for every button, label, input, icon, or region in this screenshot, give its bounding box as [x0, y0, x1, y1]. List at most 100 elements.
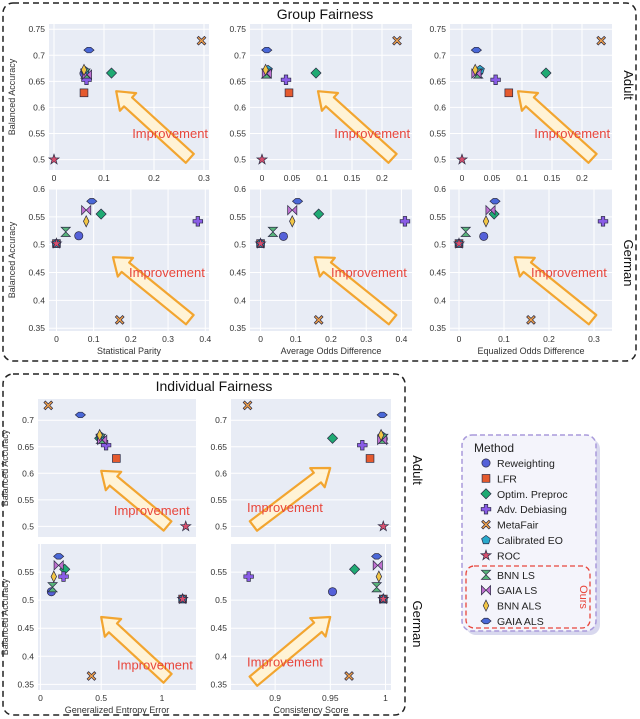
point-gaiaals: [83, 46, 95, 54]
point-op: [105, 67, 118, 79]
point-gaials: [287, 204, 298, 216]
point-gaials: [485, 204, 496, 216]
y-axis-label: Balanced Accuracy: [0, 578, 10, 655]
x-tick-label: 0.1: [316, 173, 328, 183]
x-tick-label: 0.2: [148, 173, 160, 183]
point-bnnals: [262, 63, 269, 77]
panel-4: 0.35 0.4 0.45 0.5 0.55 0.6 0 0.1 0.2 0.3 0.4 Statis…: [7, 184, 211, 356]
point-roc: [452, 237, 466, 249]
y-tick-label: 0.55: [28, 212, 45, 222]
x-tick-label: 0.1: [498, 334, 510, 344]
y-axis-label: Balanced Accuracy: [7, 58, 17, 135]
legend-items: Reweighting LFR Optim. Preproc Adv. Debiasi…: [479, 458, 568, 628]
panels-layer: 0.5 0.55 0.6 0.65 0.7 0.75 0 0.1 0.2 0.3 Balanced …: [0, 24, 612, 715]
legend-label: BNN ALS: [497, 601, 541, 613]
x-axis-label: Statistical Parity: [97, 346, 162, 356]
point-gaials: [81, 204, 92, 216]
improvement-arrow: [100, 469, 173, 532]
point-mf: [114, 314, 125, 325]
point-mf: [313, 314, 324, 325]
y-tick-label: 0.7: [215, 415, 227, 425]
y-tick-label: 0.7: [33, 50, 45, 60]
x-tick-label: 0.3: [588, 334, 600, 344]
x-tick-label: 0.9: [269, 693, 281, 703]
improvement-arrow: [316, 90, 398, 164]
improvement-label: Improvement: [334, 126, 410, 141]
x-tick-label: 0.1: [516, 173, 528, 183]
improvement-label: Improvement: [247, 655, 323, 670]
panel-7: 0.5 0.55 0.6 0.65 0.7 Balanced Accuracy Improv…: [0, 399, 196, 537]
y-axis-label: Balanced Accuracy: [0, 429, 10, 506]
improvement-arrow: [248, 466, 332, 532]
point-bnnals: [375, 570, 383, 583]
x-tick-label: 0: [457, 334, 462, 344]
point-gaiaals: [261, 46, 273, 54]
legend-marker-rw: [481, 458, 491, 468]
point-lfr: [365, 454, 375, 463]
legend-item-op: Optim. Preproc: [480, 488, 568, 501]
x-tick-label: 0.4: [396, 334, 408, 344]
point-bnnls: [460, 226, 472, 237]
panel-8: 0.5 0.55 0.6 0.65 0.7 Improvement: [210, 399, 391, 537]
legend-marker-ad: [480, 504, 492, 515]
y-tick-label: 0.5: [215, 521, 227, 531]
point-bnnals: [289, 214, 296, 228]
point-bnnls: [60, 226, 72, 237]
point-gaiaals: [376, 411, 388, 419]
x-tick-label: 0.1: [88, 334, 100, 344]
point-roc: [50, 237, 63, 249]
legend-item-mf: MetaFair: [481, 520, 539, 532]
improvement-arrow: [516, 90, 598, 164]
point-ad: [357, 439, 368, 451]
point-roc: [254, 237, 267, 249]
point-rw: [479, 231, 489, 241]
legend-marker-bnnals: [482, 599, 490, 612]
x-tick-label: 0: [52, 173, 57, 183]
x-tick-label: 0.15: [544, 173, 561, 183]
point-mf: [196, 35, 207, 46]
improvement-label: Improvement: [117, 658, 193, 673]
improvement-arrow: [111, 256, 195, 326]
y-tick-label: 0.6: [434, 184, 446, 194]
y-tick-label: 0.4: [434, 295, 446, 305]
x-tick-label: 0.05: [284, 173, 301, 183]
point-bnnals: [482, 214, 490, 228]
panel-background: [38, 399, 196, 537]
point-bnnls: [371, 582, 383, 593]
y-tick-label: 0.4: [215, 651, 227, 661]
y-tick-label: 0.6: [234, 102, 246, 112]
y-tick-label: 0.65: [229, 76, 246, 86]
y-tick-label: 0.35: [28, 323, 45, 333]
y-tick-label: 0.6: [22, 468, 34, 478]
point-gaiaals: [291, 198, 304, 205]
y-tick-label: 0.45: [17, 623, 34, 633]
point-gaiaals: [86, 198, 98, 205]
improvement-label: Improvement: [247, 500, 323, 515]
point-bnnals: [50, 570, 57, 583]
point-op: [326, 432, 339, 444]
x-axis-label: Average Odds Difference: [281, 346, 382, 356]
point-roc: [255, 153, 269, 165]
y-tick-label: 0.65: [28, 76, 45, 86]
point-bnnals: [96, 428, 103, 442]
x-tick-label: 0.05: [484, 173, 501, 183]
x-tick-label: 0.15: [344, 173, 361, 183]
panel-5: 0.35 0.4 0.45 0.5 0.55 0.6 0 0.1 0.2 0.3 0.4 Averag…: [229, 184, 412, 356]
improvement-arrow: [513, 256, 598, 326]
legend-label: Adv. Debiasing: [497, 504, 567, 516]
legend-label: LFR: [497, 473, 517, 485]
y-tick-label: 0.7: [22, 415, 34, 425]
point-bnnals: [377, 428, 385, 442]
point-rw: [278, 231, 288, 241]
panel-10: 0.35 0.4 0.45 0.5 0.55 0.9 0.95 1 Consistency Sc…: [210, 544, 391, 715]
point-lfr: [79, 88, 89, 98]
y-tick-label: 0.6: [234, 184, 246, 194]
y-tick-label: 0.45: [429, 268, 446, 278]
legend: Method Ours Reweighting LFR Optim. Preproc…: [461, 434, 600, 635]
y-tick-label: 0.45: [28, 268, 45, 278]
x-tick-label: 0.95: [322, 693, 339, 703]
point-bnnls: [267, 226, 279, 237]
point-mf: [392, 35, 402, 46]
y-tick-label: 0.55: [229, 212, 246, 222]
panel-2: 0.5 0.55 0.6 0.65 0.7 0.75 0 0.05 0.1 0.15 0.2 Impr…: [229, 24, 412, 183]
